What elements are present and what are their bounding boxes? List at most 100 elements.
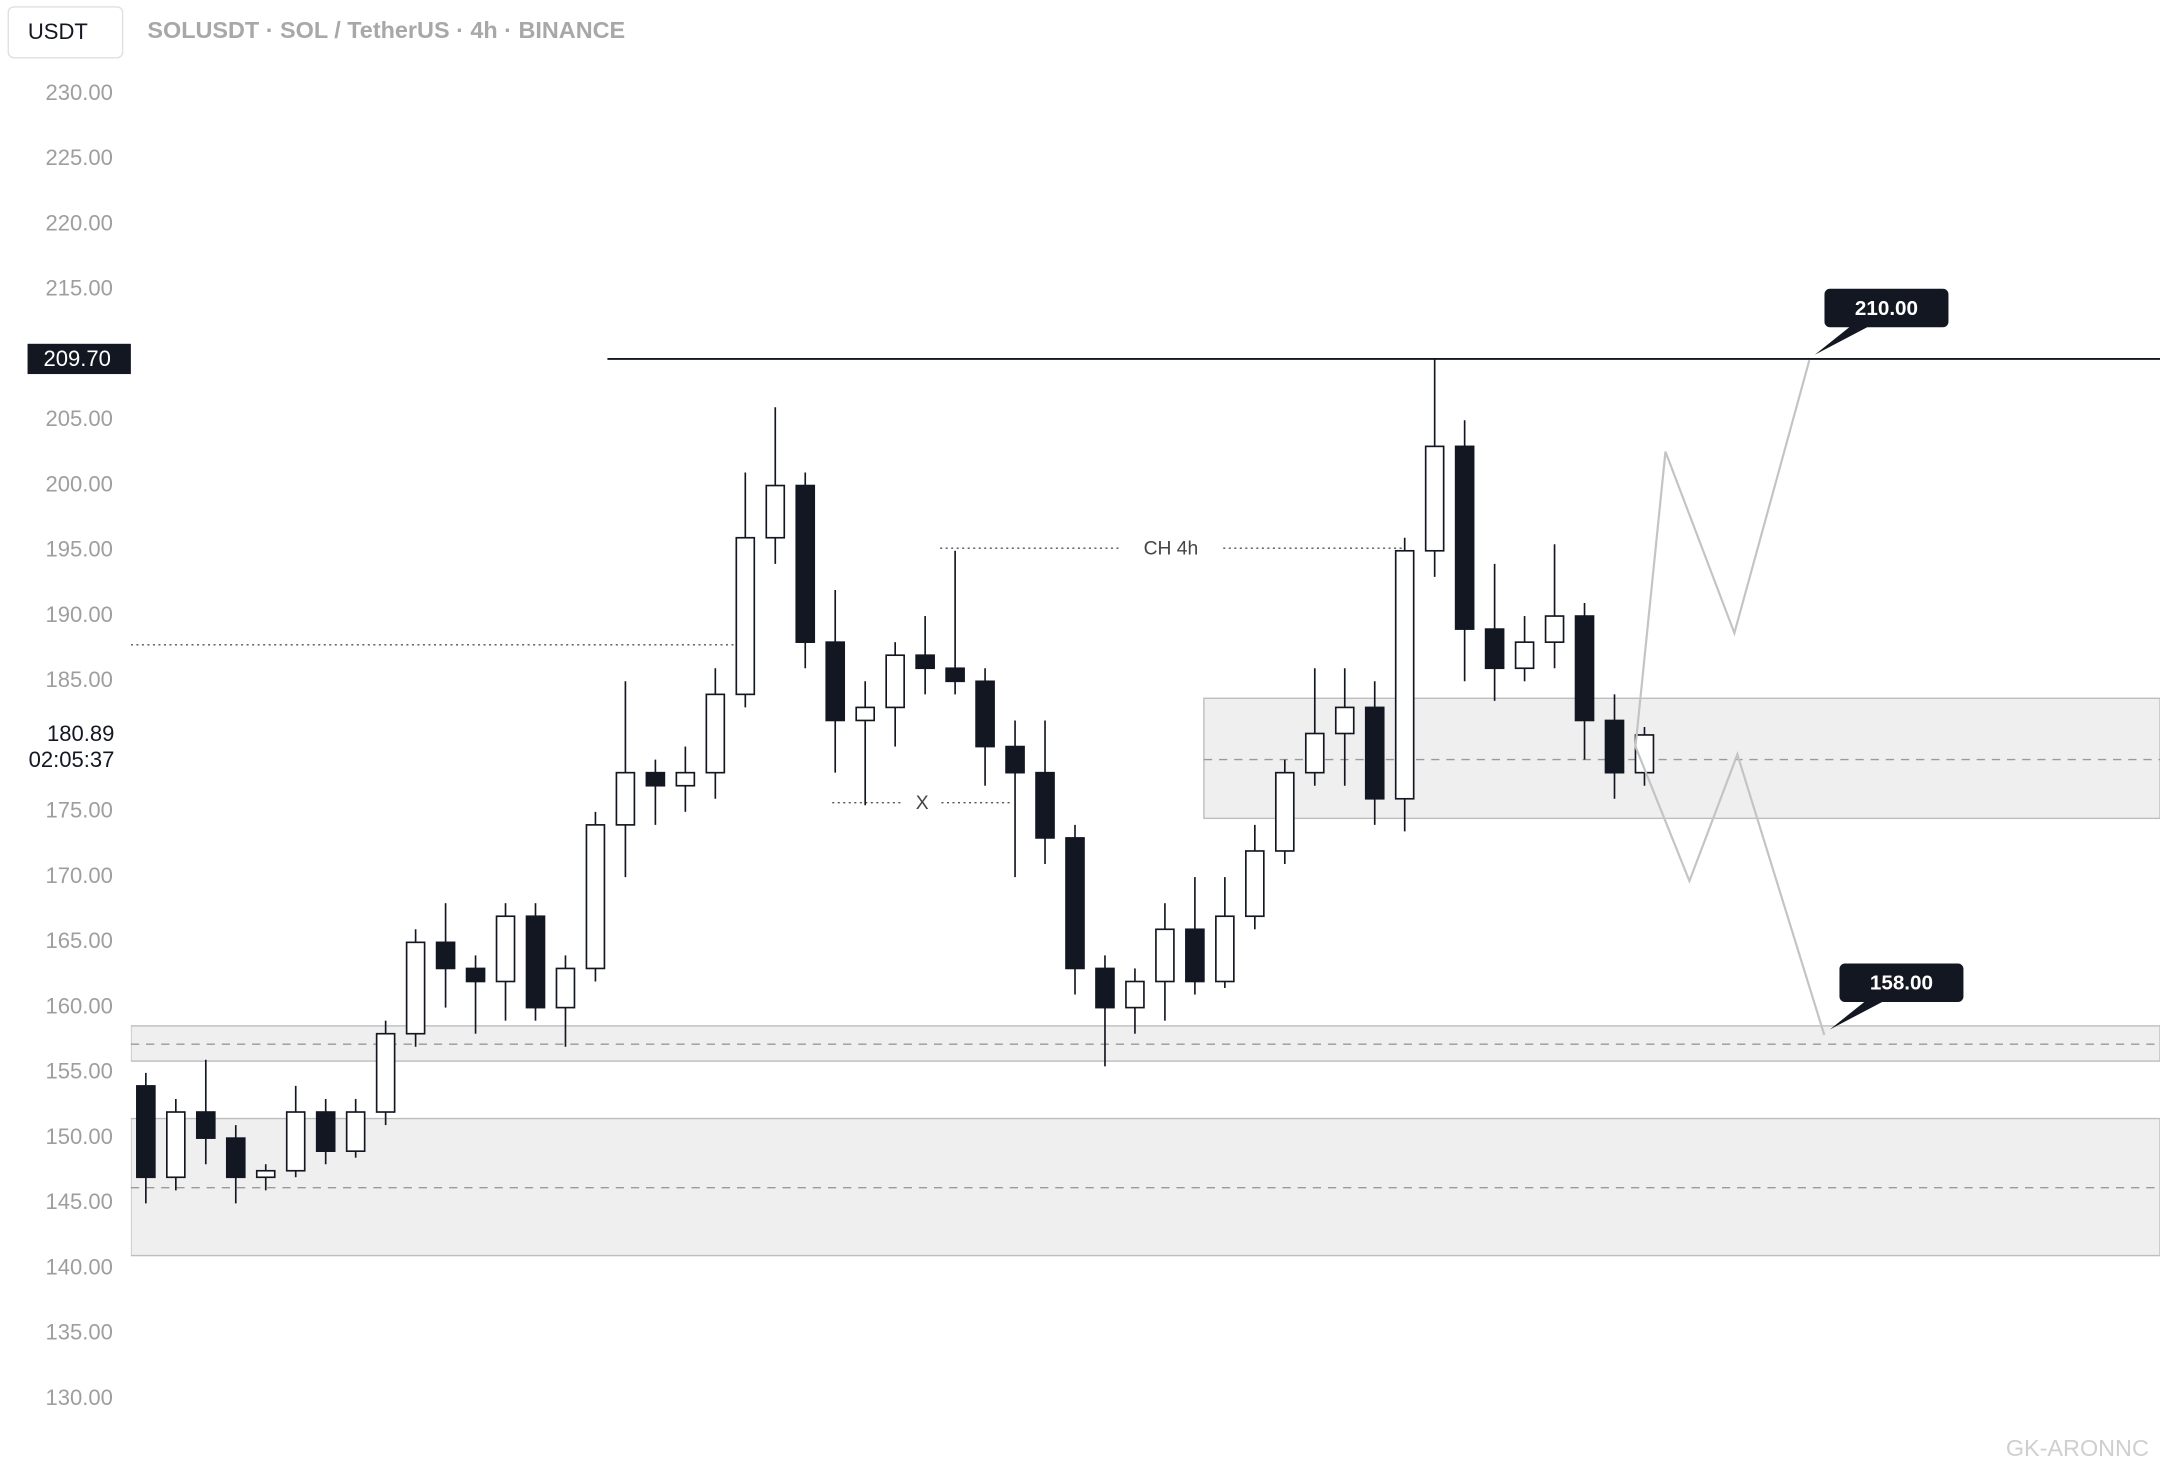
candle-body <box>1484 628 1505 670</box>
x-tick-label: 5 <box>1189 1437 1201 1462</box>
candle-body <box>1035 771 1055 839</box>
candle-body <box>675 771 696 787</box>
y-tick-label: 140.00 <box>46 1254 113 1279</box>
x-tick-label: 13 <box>493 1437 518 1462</box>
candle-body <box>735 536 756 696</box>
candle-body <box>435 941 456 970</box>
candle-body <box>1245 850 1265 918</box>
candle-body <box>285 1111 306 1172</box>
y-tick-label: 155.00 <box>46 1059 113 1084</box>
resistance-price-label: 209.70 <box>43 346 110 371</box>
candle-body <box>795 484 816 643</box>
candle-body <box>225 1137 246 1179</box>
y-tick-label: 150.00 <box>46 1124 113 1149</box>
x-tick-label: 9 <box>1309 1437 1321 1462</box>
candle-body <box>255 1169 276 1179</box>
x-tick-label: Jul <box>132 1437 160 1462</box>
candle-body <box>405 941 426 1035</box>
candle-body <box>1155 928 1175 983</box>
y-tick-label: 220.00 <box>46 210 113 235</box>
watermark: GK-ARONNC <box>2006 1435 2149 1461</box>
candle-body <box>585 824 606 970</box>
candle-body <box>1634 734 1655 774</box>
y-tick-label: 185.00 <box>46 667 113 692</box>
x-tick-label: 5 <box>260 1437 272 1462</box>
target-callout <box>1814 288 1949 355</box>
candle-body <box>615 771 636 826</box>
candle-body <box>645 771 666 787</box>
y-tick-label: 160.00 <box>46 993 113 1018</box>
symbol-box[interactable] <box>7 6 124 59</box>
candle-body <box>166 1111 186 1179</box>
y-tick-label: 190.00 <box>46 602 113 627</box>
candle-body <box>1574 615 1595 722</box>
y-tick-label: 205.00 <box>46 406 113 431</box>
candle-body <box>885 654 905 709</box>
candle-body <box>195 1111 216 1139</box>
candle-body <box>1544 615 1565 643</box>
x-tick-label: Aug <box>1055 1437 1094 1462</box>
candle-body <box>555 967 576 1009</box>
resistance-price-box <box>27 343 131 375</box>
candle-body <box>136 1085 156 1179</box>
candle-body <box>1604 719 1625 774</box>
target-label: 158.00 <box>1870 972 1933 995</box>
y-tick-label: 170.00 <box>46 863 113 888</box>
zone <box>130 1117 2160 1257</box>
x-tick-label: 21 <box>1662 1437 1687 1462</box>
candle-body <box>1364 706 1385 800</box>
y-tick-label: 165.00 <box>46 928 113 953</box>
candle-body <box>825 641 846 722</box>
symbol-box-label[interactable]: USDT <box>28 19 88 44</box>
candle-body <box>765 484 786 539</box>
candle-body <box>525 915 546 1009</box>
chart-title: SOLUSDT · SOL / TetherUS · 4h · BINANCE <box>147 17 625 43</box>
candle-body <box>1185 928 1205 983</box>
projection-path <box>1634 359 1811 747</box>
candle-body <box>705 693 726 774</box>
x-tick-label: 13 <box>1422 1437 1447 1462</box>
countdown-label: 02:05:37 <box>29 747 115 772</box>
candle-body <box>1095 967 1115 1009</box>
candle-body <box>315 1111 336 1152</box>
candle-body <box>375 1032 396 1113</box>
candle-body <box>1274 771 1295 852</box>
y-tick-label: 200.00 <box>46 471 113 496</box>
y-tick-label: 145.00 <box>46 1189 113 1214</box>
x-tick-label: 21 <box>733 1437 758 1462</box>
candle-body <box>1454 445 1475 630</box>
candle-body <box>1304 732 1325 774</box>
y-tick-label: 130.00 <box>46 1385 113 1410</box>
candle-body <box>1065 837 1085 970</box>
plot-area: CH 4h X <box>130 358 2160 1257</box>
projection-path <box>1634 746 1826 1036</box>
y-tick-label: 175.00 <box>46 798 113 823</box>
candle-body <box>495 915 516 983</box>
last-price-label: 180.89 <box>47 721 114 746</box>
zone <box>1203 697 2160 820</box>
candle-body <box>1424 445 1445 552</box>
x-tick-label: 17 <box>613 1437 638 1462</box>
candle-body <box>1514 641 1535 670</box>
y-tick-label: 230.00 <box>46 80 113 105</box>
x-axis: Jul 5 9 13 17 21 25 Aug 5 9 13 17 21 25 Sep <box>132 1437 2024 1462</box>
candle-body <box>1005 745 1025 774</box>
y-tick-label: 195.00 <box>46 537 113 562</box>
x-tick-label: 25 <box>853 1437 878 1462</box>
target-callout <box>1829 963 1964 1030</box>
y-tick-label: 135.00 <box>46 1320 113 1345</box>
candle-body <box>855 706 876 722</box>
level-label: X <box>916 793 929 814</box>
candle-body <box>915 654 935 670</box>
y-tick-label: 215.00 <box>46 276 113 301</box>
candle-body <box>345 1111 366 1152</box>
candle-body <box>465 967 486 983</box>
level-label: CH 4h <box>1144 539 1199 560</box>
candle-body <box>1394 549 1415 800</box>
candle-body <box>945 667 965 683</box>
x-tick-label: 25 <box>1782 1437 1807 1462</box>
candle-body <box>1334 706 1355 735</box>
x-tick-label: 17 <box>1542 1437 1567 1462</box>
